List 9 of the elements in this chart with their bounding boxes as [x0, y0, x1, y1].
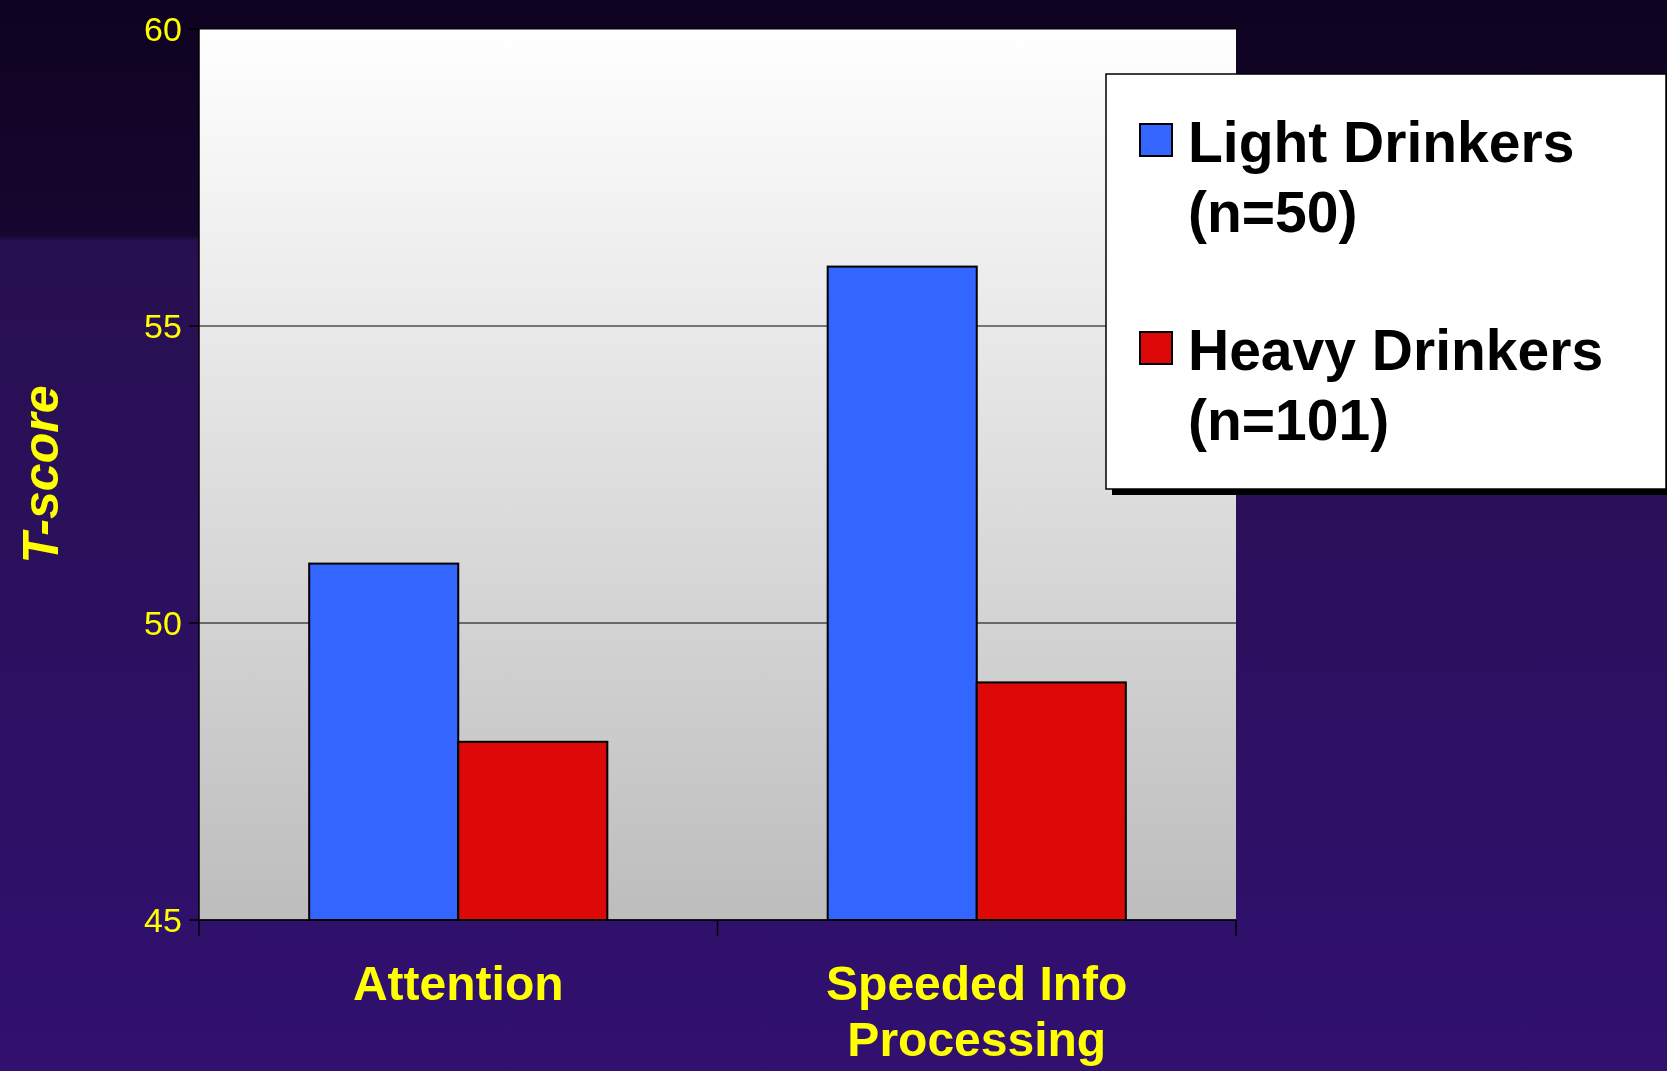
- x-tick-label: Speeded Info Processing: [826, 957, 1128, 1066]
- x-tick-label: Attention: [352, 957, 564, 1010]
- y-tick-label: 45: [144, 900, 182, 939]
- y-tick-label: 50: [144, 603, 182, 642]
- legend-label: Heavy Drinkers (n=101): [1188, 318, 1604, 452]
- legend-label: Light Drinkers (n=50): [1188, 110, 1575, 244]
- y-tick-label: 55: [144, 306, 182, 345]
- y-axis-title: T-score: [13, 385, 69, 564]
- y-tick-label: 60: [144, 9, 182, 48]
